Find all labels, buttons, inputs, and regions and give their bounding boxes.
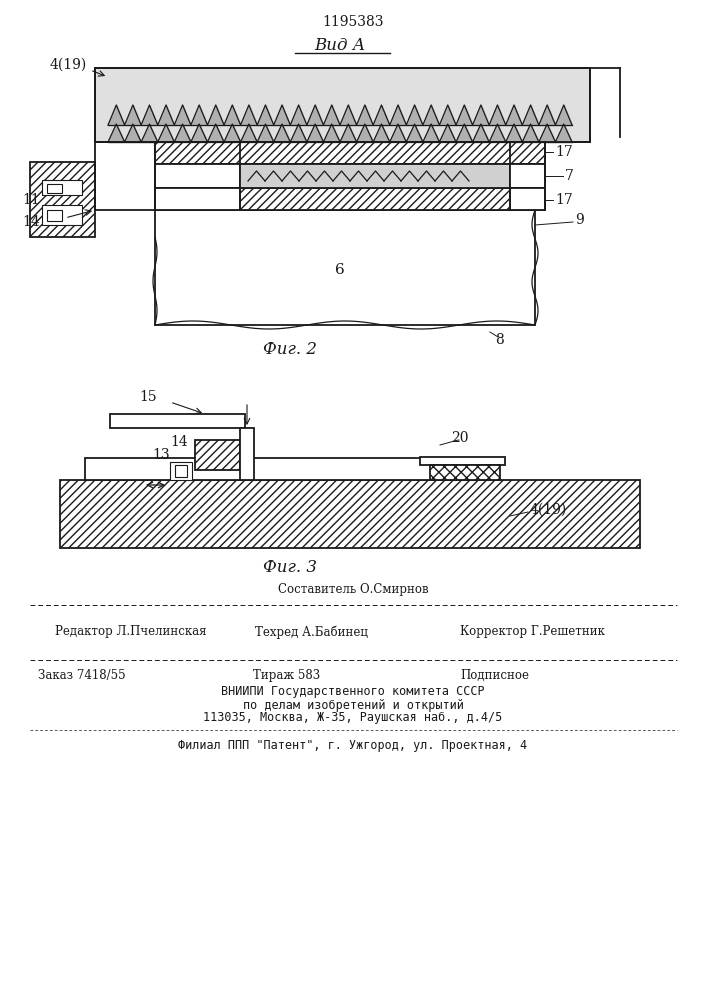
- Polygon shape: [155, 188, 240, 210]
- Text: Составитель О.Смирнов: Составитель О.Смирнов: [278, 584, 428, 596]
- Text: Фиг. 3: Фиг. 3: [263, 560, 317, 576]
- Bar: [110, 414, 245, 428]
- Text: Заказ 7418/55: Заказ 7418/55: [38, 668, 126, 682]
- Text: 4(19): 4(19): [49, 58, 87, 72]
- Text: Редактор Л.Пчелинская: Редактор Л.Пчелинская: [55, 626, 206, 639]
- Text: Корректор Г.Решетник: Корректор Г.Решетник: [460, 626, 605, 639]
- Text: 113035, Москва, Ж-35, Раушская наб., д.4/5: 113035, Москва, Ж-35, Раушская наб., д.4…: [204, 712, 503, 724]
- Bar: [170, 462, 192, 480]
- Text: 1195383: 1195383: [322, 15, 384, 29]
- Bar: [47, 210, 62, 221]
- Bar: [85, 458, 475, 480]
- Bar: [42, 180, 82, 195]
- Text: 8: 8: [496, 333, 504, 347]
- Text: 14: 14: [170, 435, 188, 449]
- Polygon shape: [155, 164, 240, 188]
- Bar: [42, 205, 82, 225]
- Text: 9: 9: [575, 213, 584, 227]
- Text: 7: 7: [565, 169, 574, 183]
- Text: 6: 6: [335, 263, 345, 277]
- Bar: [430, 465, 500, 480]
- Bar: [47, 184, 62, 193]
- Bar: [240, 164, 510, 188]
- Bar: [95, 68, 590, 142]
- Bar: [175, 465, 187, 477]
- Text: 20: 20: [451, 431, 469, 445]
- Text: 17: 17: [555, 193, 573, 207]
- Text: по делам изобретений и открытий: по делам изобретений и открытий: [243, 698, 463, 712]
- Text: 4(19): 4(19): [530, 503, 567, 517]
- Text: 11: 11: [22, 193, 40, 207]
- Bar: [155, 188, 545, 210]
- Polygon shape: [510, 164, 545, 188]
- Polygon shape: [510, 188, 545, 210]
- Text: Подписное: Подписное: [460, 668, 529, 682]
- Text: ВНИИПИ Государственного комитета СССР: ВНИИПИ Государственного комитета СССР: [221, 686, 485, 698]
- Text: 17: 17: [555, 145, 573, 159]
- Bar: [155, 142, 545, 164]
- Text: Фиг. 2: Фиг. 2: [263, 342, 317, 359]
- Text: 14: 14: [22, 215, 40, 229]
- Bar: [195, 440, 240, 470]
- Text: 13: 13: [153, 448, 170, 462]
- Bar: [420, 457, 505, 465]
- Bar: [155, 210, 535, 325]
- Text: Техред А.Бабинец: Техред А.Бабинец: [255, 625, 368, 639]
- Bar: [240, 428, 254, 480]
- Text: Филиал ППП "Патент", г. Ужгород, ул. Проектная, 4: Филиал ППП "Патент", г. Ужгород, ул. Про…: [178, 738, 527, 752]
- Text: Вид А: Вид А: [315, 36, 366, 53]
- Text: Тираж 583: Тираж 583: [253, 668, 320, 682]
- Bar: [30, 162, 95, 237]
- Text: 15: 15: [139, 390, 157, 404]
- Bar: [60, 480, 640, 548]
